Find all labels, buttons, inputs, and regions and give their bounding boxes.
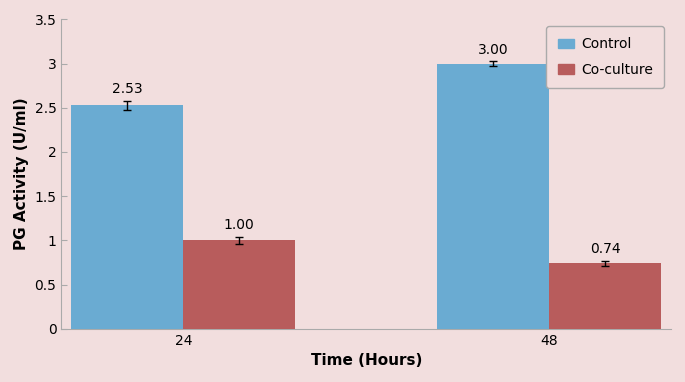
Bar — [549, 263, 661, 329]
Text: 1.00: 1.00 — [224, 219, 255, 232]
Y-axis label: PG Activity (U/ml): PG Activity (U/ml) — [14, 98, 29, 250]
Text: 0.74: 0.74 — [590, 242, 621, 256]
Legend: Control, Co-culture: Control, Co-culture — [547, 26, 664, 87]
Bar — [71, 105, 184, 329]
Text: 3.00: 3.00 — [478, 42, 508, 57]
Bar — [437, 63, 549, 329]
Text: 2.53: 2.53 — [112, 82, 142, 96]
X-axis label: Time (Hours): Time (Hours) — [310, 353, 422, 368]
Bar — [184, 240, 295, 329]
